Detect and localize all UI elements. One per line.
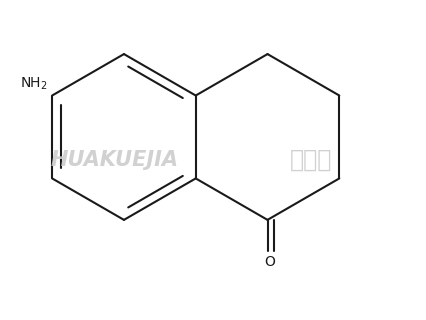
Text: O: O	[265, 255, 275, 269]
Text: 化学加: 化学加	[290, 148, 332, 172]
Text: NH$_2$: NH$_2$	[20, 76, 48, 92]
Text: HUAKUEJIA: HUAKUEJIA	[51, 150, 179, 170]
